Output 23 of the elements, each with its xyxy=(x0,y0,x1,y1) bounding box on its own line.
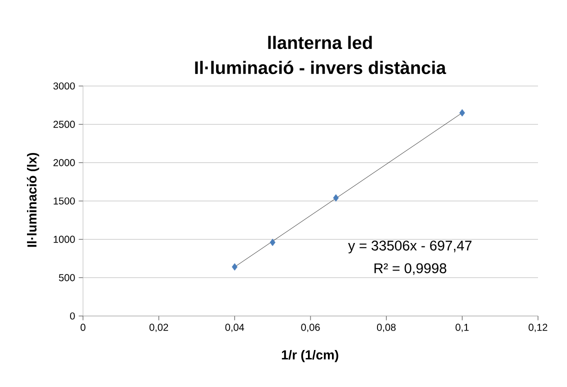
x-axis-title: 1/r (1/cm) xyxy=(282,350,338,362)
point xyxy=(270,238,276,246)
y-axis-title: Il·luminació (lx) xyxy=(26,152,40,247)
point xyxy=(232,263,238,271)
x-tick-label: 0,02 xyxy=(149,324,168,332)
point xyxy=(459,109,465,117)
point xyxy=(333,194,339,202)
annotation: R² = 0,9998 xyxy=(374,263,446,275)
y-tick-label: 1500 xyxy=(54,197,75,205)
x-tick-label: 0,04 xyxy=(225,324,244,332)
y-tick-label: 0 xyxy=(70,312,75,320)
y-tick-label: 1000 xyxy=(54,236,75,243)
x-tick-label: 0 xyxy=(80,324,86,331)
chart-title: llanterna led Il·luminació - invers distància xyxy=(195,36,446,74)
y-tick-label: 500 xyxy=(58,274,75,282)
x-tick-label: 0,08 xyxy=(376,324,396,332)
y-tick-label: 3000 xyxy=(53,82,75,90)
y-tick-label: 2500 xyxy=(53,120,75,128)
annotation: y = 33506x - 697,47 xyxy=(348,240,472,254)
y-tick-label: 2000 xyxy=(53,159,75,166)
x-tick-label: 0,1 xyxy=(456,324,469,332)
x-tick-label: 0,06 xyxy=(301,324,320,332)
x-tick-label: 0,12 xyxy=(528,324,548,332)
